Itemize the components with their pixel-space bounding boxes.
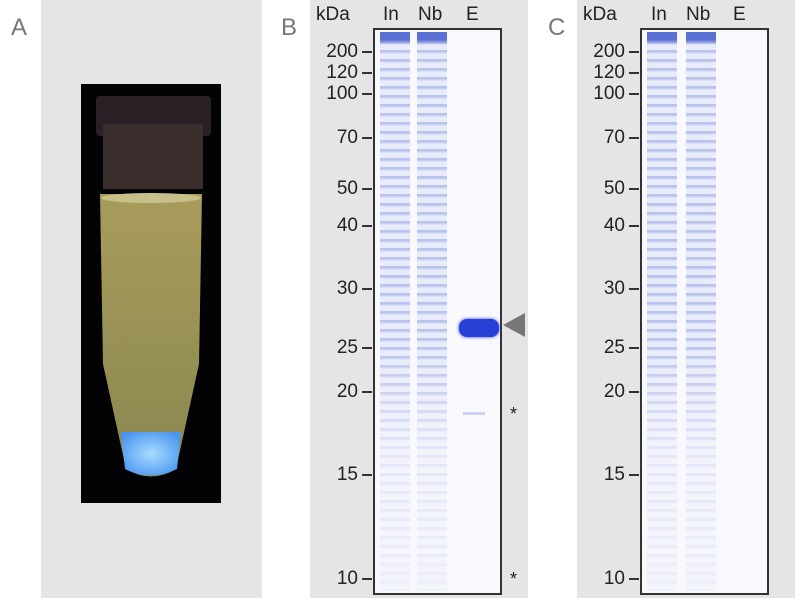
marker-label: 20 [603,381,625,402]
marker-tick [362,474,372,476]
marker-tick [362,578,372,580]
marker-tick [362,137,372,139]
asterisk-marker: * [510,404,518,424]
marker-tick [362,225,372,227]
marker-label: 70 [603,127,625,148]
marker-tick [629,347,639,349]
fluorescent-tube-image [96,96,211,477]
marker-label: 15 [336,464,358,485]
marker-tick [629,474,639,476]
lane-nb [686,32,716,591]
marker-tick [362,288,372,290]
tube-photo [81,84,221,503]
marker-tick [629,72,639,74]
marker-label: 50 [603,178,625,199]
lane-in [647,32,677,591]
marker-label: 120 [593,62,625,83]
marker-label: 15 [603,464,625,485]
marker-label: 70 [336,127,358,148]
marker-label: 40 [603,215,625,236]
marker-tick [629,93,639,95]
marker-label: 200 [326,41,358,62]
marker-label: 40 [336,215,358,236]
marker-label: 200 [593,41,625,62]
marker-label: 50 [336,178,358,199]
marker-label: 10 [336,568,358,589]
lane-label-in: In [651,4,667,25]
minor-band [463,412,485,415]
marker-label: 120 [326,62,358,83]
asterisk-marker: * [510,569,518,589]
marker-label: 100 [326,83,358,104]
marker-tick [629,225,639,227]
marker-label: 30 [336,278,358,299]
marker-tick [629,578,639,580]
marker-tick [629,51,639,53]
kda-header: kDa [583,4,617,25]
eluted-protein-band [459,319,499,337]
lane-label-e: E [733,4,746,25]
marker-label: 25 [603,337,625,358]
panel-a-label: A [11,14,28,41]
marker-tick [362,93,372,95]
arrowhead-icon [503,313,525,337]
lane-label-in: In [383,4,399,25]
marker-tick [362,72,372,74]
panel-b-label: B [281,14,298,41]
marker-tick [362,391,372,393]
marker-tick [362,51,372,53]
lane-nb [417,32,447,591]
marker-tick [362,188,372,190]
lane-label-nb: Nb [686,4,711,25]
lane-label-e: E [466,4,479,25]
gel-c [640,28,769,595]
kda-header: kDa [316,4,350,25]
gel-b [373,28,502,595]
marker-tick [629,391,639,393]
marker-tick [629,288,639,290]
marker-label: 30 [603,278,625,299]
marker-tick [629,188,639,190]
lane-in [380,32,410,591]
marker-label: 10 [603,568,625,589]
lane-label-nb: Nb [418,4,443,25]
panel-c-label: C [548,14,566,41]
marker-tick [629,137,639,139]
marker-label: 20 [336,381,358,402]
marker-tick [362,347,372,349]
marker-label: 25 [336,337,358,358]
marker-label: 100 [593,83,625,104]
